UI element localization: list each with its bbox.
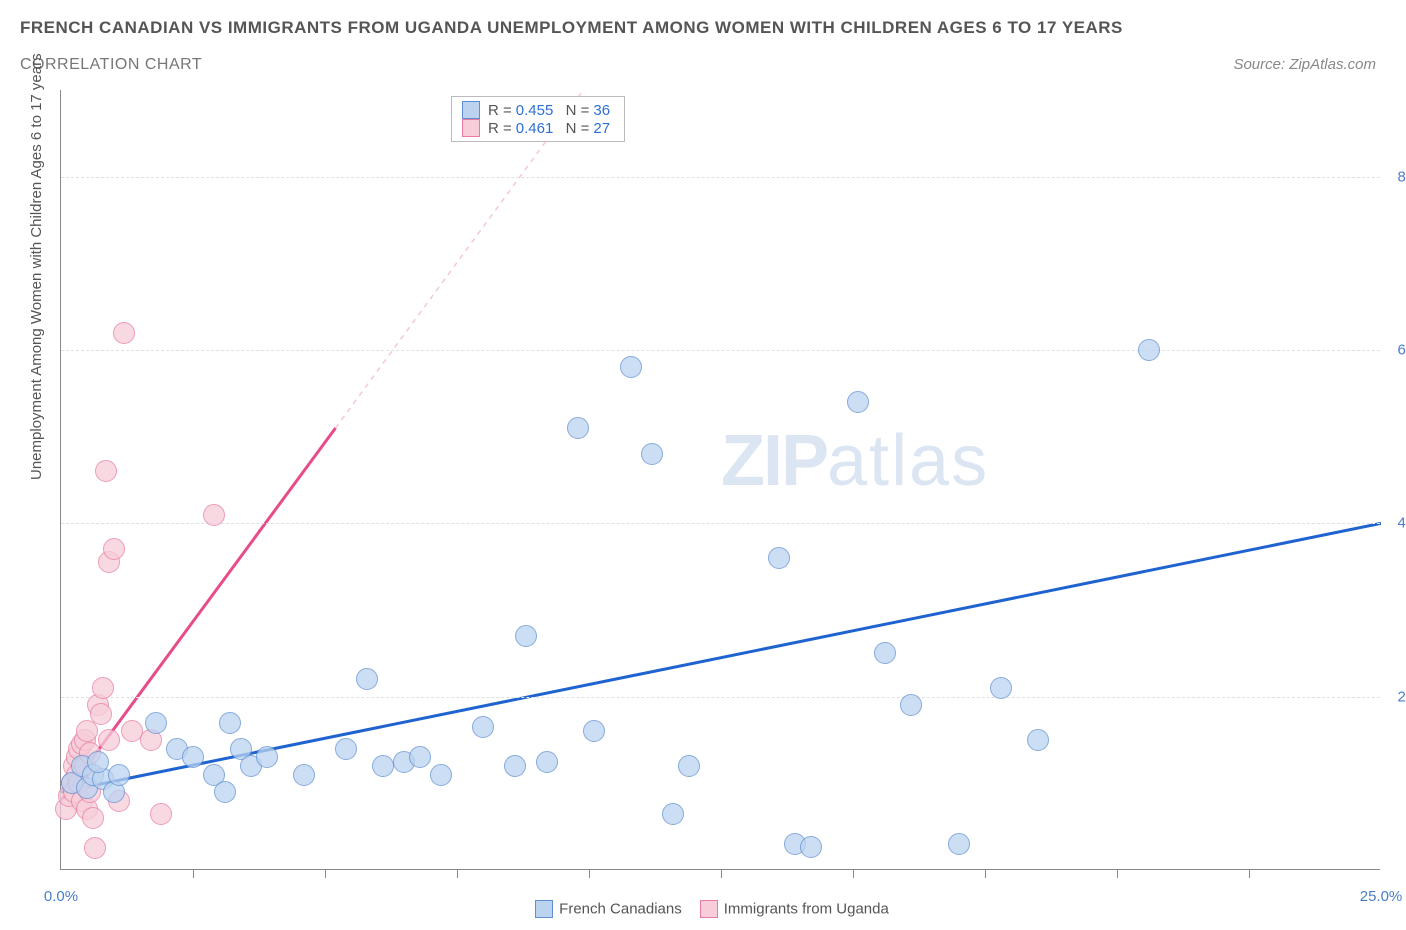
gridline-h	[61, 523, 1380, 524]
scatter-point-blue	[948, 833, 970, 855]
y-axis-label: Unemployment Among Women with Children A…	[28, 53, 45, 480]
gridline-v	[721, 870, 722, 878]
stats-r-value-blue: 0.455	[516, 102, 554, 119]
watermark-zip: ZIP	[721, 421, 827, 501]
gridline-v	[457, 870, 458, 878]
scatter-point-blue	[335, 738, 357, 760]
scatter-point-blue	[87, 751, 109, 773]
scatter-point-blue	[620, 356, 642, 378]
stats-swatch-pink	[462, 119, 480, 137]
scatter-point-pink	[95, 460, 117, 482]
scatter-point-blue	[182, 746, 204, 768]
scatter-point-blue	[583, 720, 605, 742]
scatter-point-blue	[515, 625, 537, 647]
scatter-point-blue	[768, 547, 790, 569]
stats-swatch-blue	[462, 101, 480, 119]
scatter-point-blue	[847, 391, 869, 413]
scatter-point-pink	[90, 703, 112, 725]
watermark-atlas: atlas	[827, 421, 989, 501]
scatter-point-pink	[82, 807, 104, 829]
stats-r-label: R =	[488, 120, 512, 137]
y-tick-label: 20.0%	[1397, 688, 1406, 705]
gridline-v	[193, 870, 194, 878]
stats-n-value-blue: 36	[593, 102, 610, 119]
scatter-point-blue	[567, 417, 589, 439]
scatter-point-blue	[372, 755, 394, 777]
scatter-point-pink	[92, 677, 114, 699]
scatter-point-pink	[103, 538, 125, 560]
legend-swatch-blue	[535, 900, 553, 918]
scatter-point-blue	[256, 746, 278, 768]
scatter-point-blue	[293, 764, 315, 786]
scatter-point-blue	[641, 443, 663, 465]
source-attribution: Source: ZipAtlas.com	[1233, 56, 1376, 73]
gridline-h	[61, 350, 1380, 351]
scatter-point-blue	[1027, 729, 1049, 751]
scatter-point-blue	[990, 677, 1012, 699]
bottom-legend: French Canadians Immigrants from Uganda	[0, 900, 1406, 918]
scatter-point-pink	[84, 837, 106, 859]
scatter-point-blue	[504, 755, 526, 777]
plot-area: ZIPatlas R =0.455 N =36R =0.461 N =27 20…	[60, 90, 1380, 870]
scatter-point-blue	[145, 712, 167, 734]
scatter-point-blue	[108, 764, 130, 786]
gridline-v	[853, 870, 854, 878]
stats-n-value-pink: 27	[593, 120, 610, 137]
scatter-point-pink	[203, 504, 225, 526]
gridline-v	[589, 870, 590, 878]
watermark: ZIPatlas	[721, 420, 989, 502]
scatter-point-blue	[900, 694, 922, 716]
scatter-point-blue	[356, 668, 378, 690]
legend-label-blue: French Canadians	[559, 901, 682, 918]
gridline-h	[61, 697, 1380, 698]
scatter-point-blue	[874, 642, 896, 664]
scatter-point-pink	[150, 803, 172, 825]
stats-n-label: N =	[566, 120, 590, 137]
stats-row-pink: R =0.461 N =27	[462, 119, 614, 137]
gridline-h	[61, 177, 1380, 178]
scatter-point-blue	[430, 764, 452, 786]
scatter-point-blue	[219, 712, 241, 734]
scatter-point-blue	[662, 803, 684, 825]
legend-swatch-pink	[700, 900, 718, 918]
y-tick-label: 60.0%	[1397, 342, 1406, 359]
gridline-v	[985, 870, 986, 878]
stats-r-label: R =	[488, 102, 512, 119]
scatter-point-blue	[678, 755, 700, 777]
scatter-point-blue	[1138, 339, 1160, 361]
stats-row-blue: R =0.455 N =36	[462, 101, 614, 119]
gridline-v	[325, 870, 326, 878]
scatter-point-blue	[800, 836, 822, 858]
stats-box: R =0.455 N =36R =0.461 N =27	[451, 96, 625, 142]
scatter-point-pink	[98, 729, 120, 751]
scatter-point-pink	[113, 322, 135, 344]
scatter-point-blue	[409, 746, 431, 768]
stats-r-value-pink: 0.461	[516, 120, 554, 137]
gridline-v	[1117, 870, 1118, 878]
legend-label-pink: Immigrants from Uganda	[724, 901, 889, 918]
y-tick-label: 40.0%	[1397, 515, 1406, 532]
y-tick-label: 80.0%	[1397, 168, 1406, 185]
gridline-v	[1249, 870, 1250, 878]
scatter-point-blue	[536, 751, 558, 773]
scatter-point-blue	[472, 716, 494, 738]
scatter-point-blue	[214, 781, 236, 803]
stats-n-label: N =	[566, 102, 590, 119]
chart-title: FRENCH CANADIAN VS IMMIGRANTS FROM UGAND…	[20, 18, 1123, 38]
chart-subtitle: CORRELATION CHART	[20, 56, 202, 74]
